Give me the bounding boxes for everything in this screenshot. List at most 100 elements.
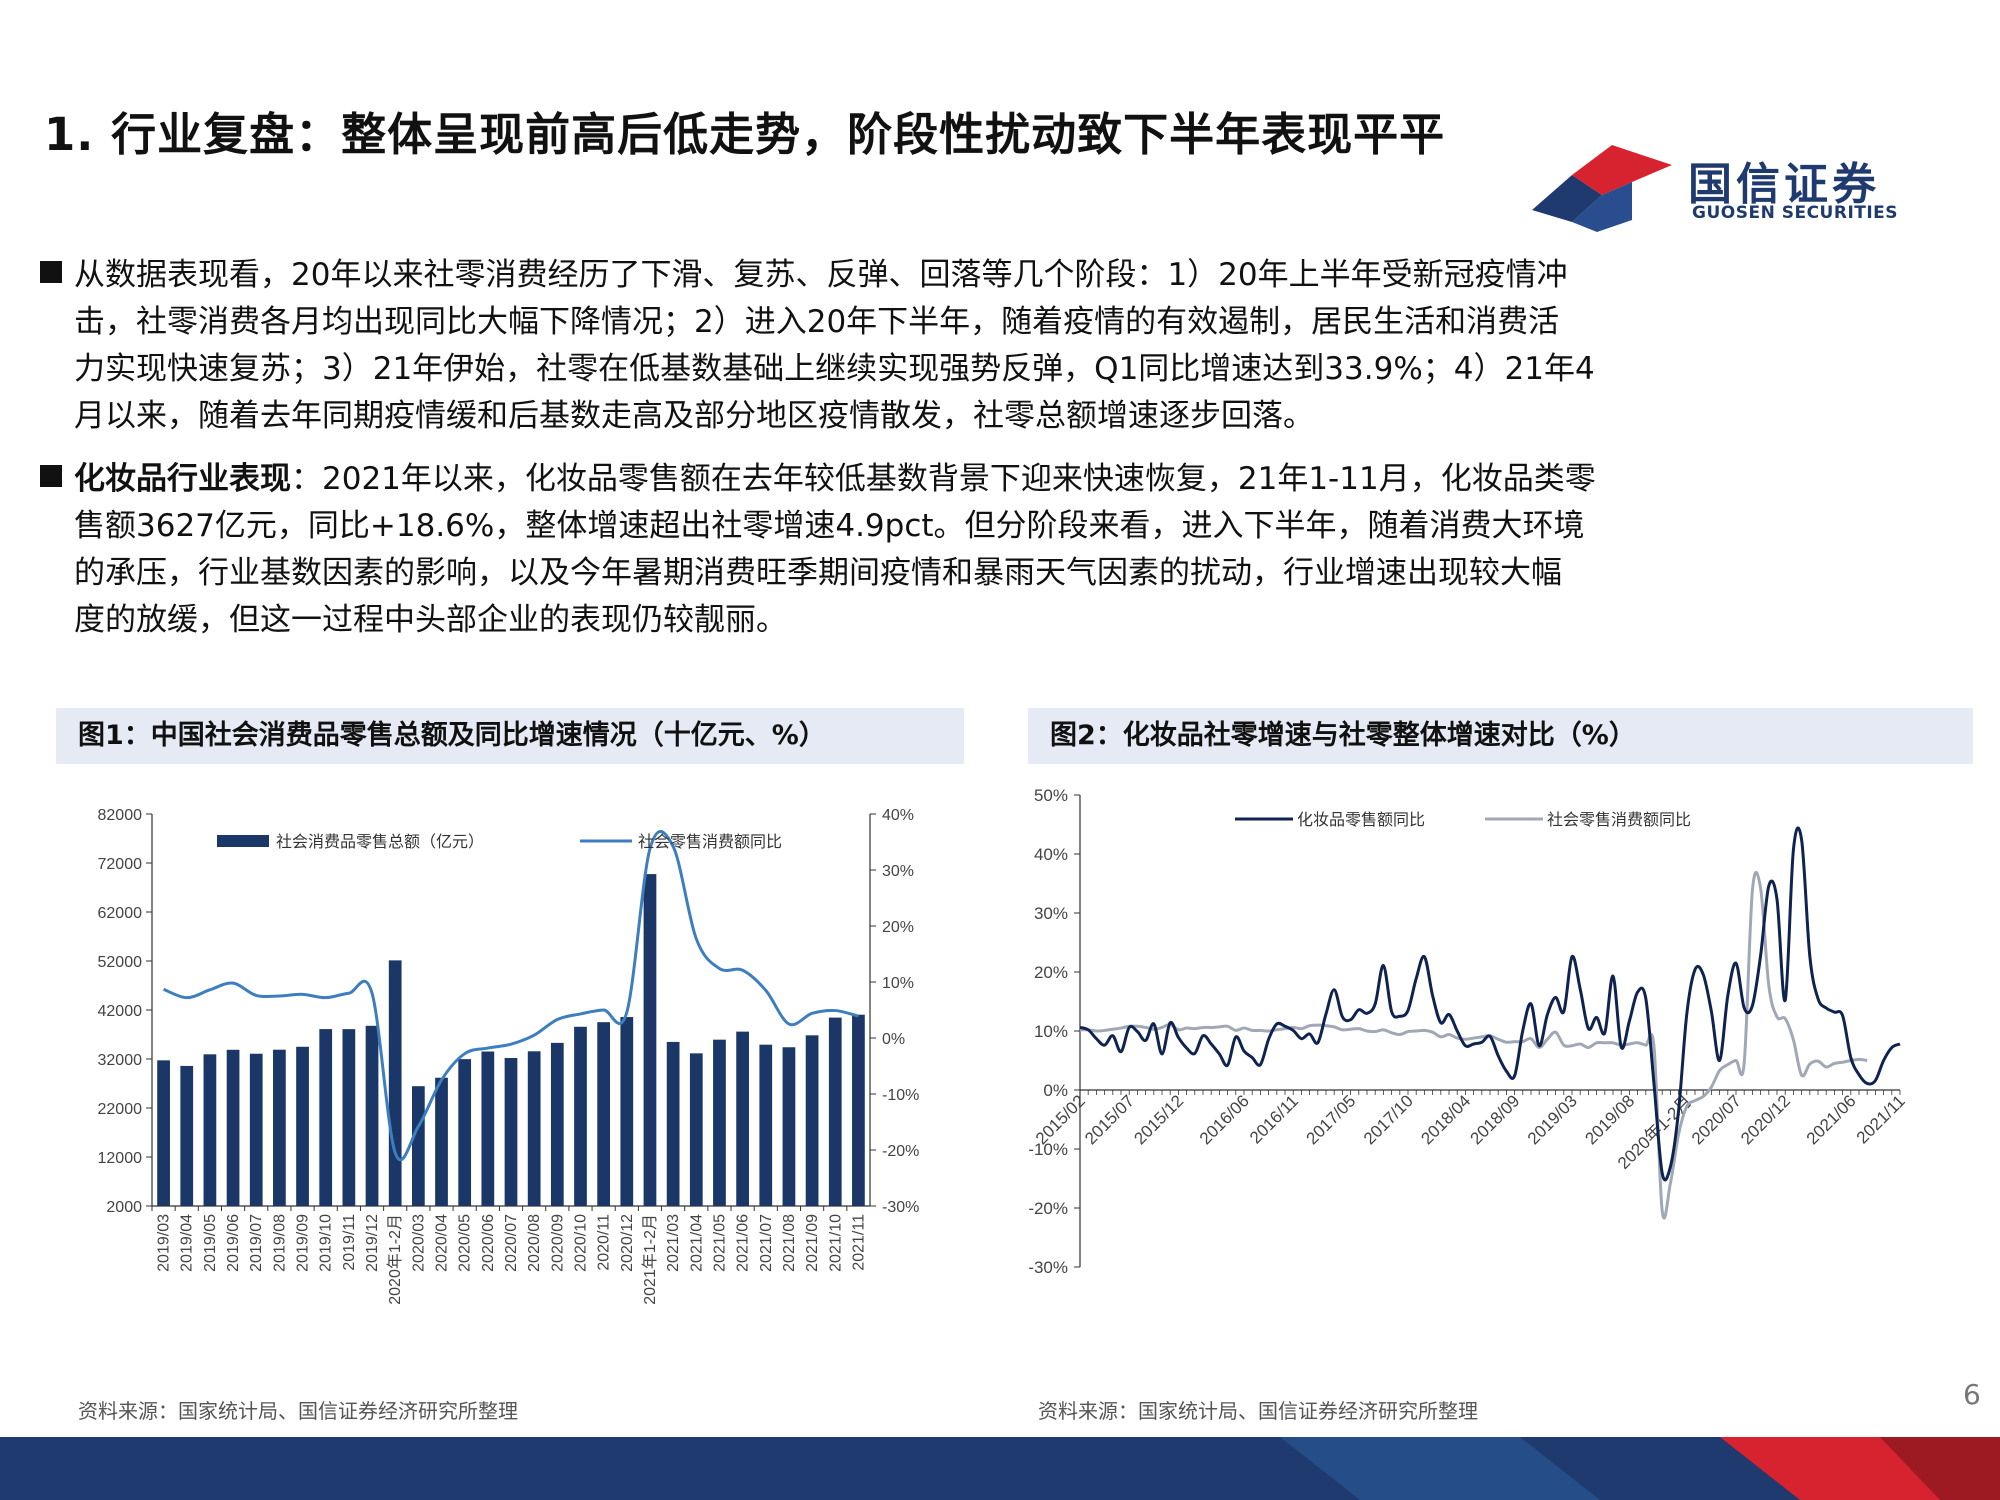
bar	[504, 1058, 518, 1206]
bar	[273, 1049, 286, 1206]
x-tick-label: 2021/09	[804, 1214, 821, 1272]
bar	[643, 874, 657, 1206]
x-tick-label: 2019/08	[1581, 1091, 1638, 1148]
y-tick-label: -10%	[1028, 1140, 1068, 1159]
x-tick-label: 2017/10	[1360, 1091, 1417, 1148]
x-tick-label: 2020/03	[410, 1214, 427, 1272]
y-tick-label-left: 72000	[98, 856, 143, 873]
fig2-title: 图2：化妆品社零增速与社零整体增速对比（%）	[1028, 708, 1973, 764]
x-tick-label: 2020/08	[526, 1214, 543, 1272]
x-tick-label: 2020/07	[503, 1214, 520, 1272]
y-tick-label-right: 10%	[882, 975, 914, 992]
x-tick-label: 2020/10	[572, 1214, 589, 1272]
x-tick-label: 2020/11	[596, 1214, 613, 1271]
x-tick-label: 2016/11	[1246, 1091, 1302, 1147]
y-tick-label-left: 12000	[98, 1150, 143, 1167]
x-tick-label: 2020/09	[549, 1214, 566, 1272]
bar	[805, 1035, 819, 1206]
y-tick-label-right: 40%	[882, 807, 914, 824]
bar	[458, 1059, 472, 1206]
series-line-retail-yoy	[1079, 871, 1868, 1220]
legend-bar-label: 社会消费品零售总额（亿元）	[276, 832, 484, 851]
x-tick-label: 2021/11	[1853, 1091, 1909, 1147]
bar	[550, 1042, 564, 1206]
y-tick-label-right: -10%	[882, 1087, 919, 1104]
bar	[666, 1041, 680, 1206]
y-tick-label-left: 32000	[98, 1052, 143, 1069]
y-tick-label-right: 0%	[882, 1031, 905, 1048]
y-tick-label-right: 30%	[882, 863, 914, 880]
para2-line3: 的承压，行业基数因素的影响，以及今年暑期消费旺季期间疫情和暴雨天气因素的扰动，行…	[74, 555, 1562, 591]
x-tick-label: 2020/12	[1737, 1091, 1794, 1148]
para2-line2: 售额3627亿元，同比+18.6%，整体增速超出社零增速4.9pct。但分阶段来…	[74, 508, 1585, 544]
y-tick-label: 50%	[1034, 786, 1068, 805]
page-number: 6	[1963, 1378, 1981, 1411]
y-tick-label: 30%	[1034, 904, 1068, 923]
paragraph-2: 化妆品行业表现：2021年以来，化妆品零售额在去年较低基数背景下迎来快速恢复，2…	[40, 456, 1965, 644]
x-tick-label: 2019/12	[364, 1214, 381, 1272]
x-tick-label: 2020年1-2月	[386, 1214, 404, 1305]
x-tick-label: 2019/03	[156, 1214, 173, 1272]
bar	[574, 1026, 587, 1206]
x-tick-label: 2019/10	[318, 1214, 335, 1272]
y-tick-label: 20%	[1034, 963, 1068, 982]
y-tick-label: 40%	[1034, 845, 1068, 864]
bar	[782, 1047, 796, 1206]
x-tick-label: 2020/04	[434, 1214, 451, 1272]
y-tick-label: 10%	[1034, 1022, 1068, 1041]
x-tick-label: 2019/09	[295, 1214, 312, 1272]
x-tick-label: 2015/07	[1081, 1091, 1138, 1148]
paragraph-1: 从数据表现看，20年以来社零消费经历了下滑、复苏、反弹、回落等几个阶段：1）20…	[40, 252, 1965, 440]
bar	[411, 1086, 425, 1206]
x-tick-label: 2019/03	[1524, 1091, 1581, 1148]
y-tick-label-left: 82000	[98, 807, 143, 824]
y-tick-label: -30%	[1028, 1258, 1068, 1277]
x-tick-label: 2019/07	[248, 1214, 265, 1272]
x-tick-label: 2021/11	[850, 1214, 867, 1271]
bar	[180, 1065, 194, 1206]
x-tick-label: 2019/11	[341, 1214, 358, 1271]
bar	[342, 1029, 356, 1206]
guosen-logo	[1532, 145, 1672, 232]
para2-bold-lead: 化妆品行业表现	[74, 461, 291, 497]
fig1-source: 资料来源：国家统计局、国信证券经济研究所整理	[78, 1399, 518, 1423]
x-tick-label: 2021/03	[665, 1214, 682, 1272]
x-tick-label: 2016/06	[1196, 1091, 1253, 1148]
logo-red-shape	[1572, 145, 1672, 195]
fig1-title: 图1：中国社会消费品零售总额及同比增速情况（十亿元、%）	[56, 708, 964, 764]
para2-line4: 度的放缓，但这一过程中头部企业的表现仍较靓丽。	[74, 602, 787, 638]
legend-retail-label: 社会零售消费额同比	[1547, 810, 1691, 829]
x-tick-label: 2019/04	[179, 1214, 196, 1272]
y-tick-label-left: 2000	[106, 1199, 142, 1216]
x-tick-label: 2020/05	[457, 1214, 474, 1272]
y-tick-label-left: 62000	[98, 905, 143, 922]
logo-text-en: GUOSEN SECURITIES	[1692, 203, 1899, 223]
y-tick-label-right: -20%	[882, 1143, 919, 1160]
footer-stripe	[1280, 1437, 1600, 1500]
bar	[365, 1025, 379, 1206]
series-line-retail-yoy	[163, 830, 859, 1162]
bar	[852, 1014, 865, 1206]
x-tick-label: 2017/05	[1303, 1091, 1360, 1148]
fig2-source: 资料来源：国家统计局、国信证券经济研究所整理	[1038, 1399, 1478, 1423]
x-tick-label: 2018/04	[1417, 1091, 1474, 1148]
y-tick-label: 0%	[1043, 1081, 1068, 1100]
page-title: 1. 行业复盘：整体呈现前高后低走势，阶段性扰动致下半年表现平平	[44, 108, 1446, 161]
x-tick-label: 2019/05	[202, 1214, 219, 1272]
para1-line4: 月以来，随着去年同期疫情缓和后基数走高及部分地区疫情散发，社零总额增速逐步回落。	[74, 398, 1314, 434]
bar	[157, 1060, 170, 1206]
x-tick-label: 2015/12	[1130, 1091, 1187, 1148]
para1-line1: 从数据表现看，20年以来社零消费经历了下滑、复苏、反弹、回落等几个阶段：1）20…	[74, 257, 1568, 293]
x-tick-label: 2021/06	[1803, 1091, 1860, 1148]
x-tick-label: 2021/05	[711, 1214, 728, 1272]
bar	[828, 1017, 842, 1206]
y-tick-label-left: 22000	[98, 1101, 143, 1118]
series-line-cosmetics-yoy	[1079, 826, 1901, 1182]
y-tick-label: -20%	[1028, 1199, 1068, 1218]
logo-text-cn: 国信证券	[1688, 159, 1880, 210]
x-tick-label: 2020/12	[619, 1214, 636, 1272]
x-tick-label: 2020/06	[480, 1214, 497, 1272]
bar	[435, 1077, 448, 1206]
bar	[620, 1017, 634, 1206]
bar	[689, 1053, 703, 1206]
